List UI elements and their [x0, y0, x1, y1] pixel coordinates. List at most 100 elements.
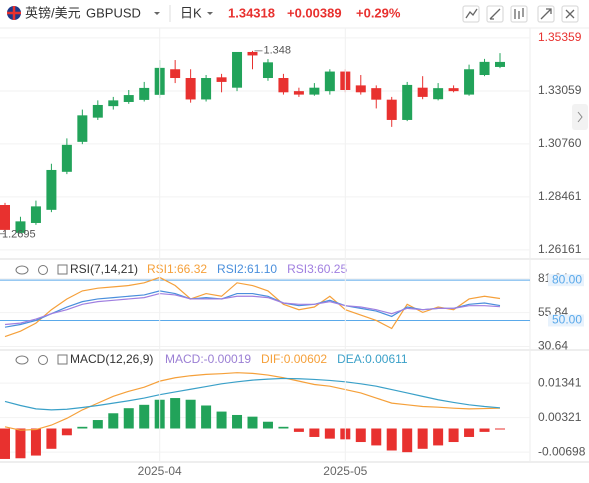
- candle-body: [185, 78, 196, 100]
- candle-body: [371, 88, 382, 100]
- y-tick-label: -0.00698: [538, 444, 586, 458]
- dropdown-arrow[interactable]: [207, 12, 213, 15]
- tool-icon: [540, 8, 552, 20]
- histogram-bar: [262, 421, 273, 429]
- tool-icon: [514, 8, 524, 19]
- histogram-bar: [108, 413, 119, 429]
- candle-body: [108, 100, 119, 107]
- histogram-bar: [495, 428, 505, 430]
- pair-name: 英镑/美元: [25, 5, 81, 20]
- histogram-bar: [324, 428, 335, 439]
- indicator-icon: [57, 264, 68, 275]
- histogram-bar: [216, 411, 227, 429]
- candle-body: [170, 69, 181, 79]
- candle-body: [30, 206, 41, 223]
- histogram-bar: [170, 398, 181, 429]
- candle-body: [15, 221, 26, 233]
- histogram-bar: [293, 428, 304, 432]
- histogram-bar: [15, 428, 26, 459]
- candle-body: [0, 204, 10, 230]
- candle-body: [417, 87, 428, 97]
- histogram-bar: [417, 428, 428, 449]
- legend-entry: DIF:0.00602: [261, 352, 327, 366]
- candle-body: [77, 115, 88, 142]
- tool-button[interactable]: [486, 5, 504, 23]
- candle-body: [386, 99, 397, 120]
- candle-body: [355, 85, 366, 93]
- histogram-bar: [247, 416, 258, 429]
- y-tick-label: 1.30760: [538, 136, 582, 150]
- tool-button[interactable]: [561, 5, 579, 23]
- dropdown-arrow[interactable]: [154, 12, 160, 15]
- histogram-bar: [278, 426, 289, 429]
- toolbar: [462, 5, 579, 23]
- candle-body: [309, 87, 320, 95]
- level-label-box: [548, 314, 584, 327]
- symbol[interactable]: GBPUSD: [86, 5, 141, 20]
- histogram-bar: [61, 428, 72, 436]
- histogram-bar: [232, 414, 243, 429]
- indicator-icon: [57, 354, 68, 365]
- legend-entry: RSI3:60.25: [287, 262, 347, 276]
- histogram-bar: [46, 428, 57, 449]
- level-label: 50.00: [552, 313, 582, 327]
- period[interactable]: 日K: [180, 5, 202, 20]
- y-tick-label: 1.26161: [538, 242, 582, 256]
- eye-icon[interactable]: [15, 355, 29, 365]
- candle-body: [448, 88, 459, 92]
- candle-body: [92, 104, 103, 118]
- macd-title: MACD(12,26,9): [70, 352, 153, 366]
- histogram-bar: [123, 408, 134, 429]
- side-button[interactable]: [572, 104, 588, 130]
- y-tick-label: 30.64: [538, 339, 568, 353]
- price-change: +0.00389: [287, 5, 342, 20]
- histogram-bar: [185, 399, 196, 429]
- histogram-bar: [433, 428, 444, 446]
- histogram-bar: [386, 428, 397, 451]
- candle-body: [433, 88, 444, 100]
- x-tick-label: 2025-05: [323, 464, 367, 478]
- candle-body: [324, 71, 335, 92]
- candle-body: [232, 51, 243, 88]
- histogram-bar: [479, 428, 490, 432]
- legend-entry: MACD:-0.00019: [165, 352, 251, 366]
- y-tick-label: 0.01341: [538, 375, 582, 389]
- histogram-bar: [201, 405, 212, 429]
- side-arrow: [577, 111, 583, 123]
- histogram-bar: [139, 404, 150, 429]
- low-annotation: 1.2695: [2, 229, 36, 241]
- tool-button[interactable]: [510, 5, 528, 23]
- tool-icon: [489, 8, 501, 20]
- candle-body: [123, 95, 134, 102]
- last-price: 1.34318: [228, 5, 275, 20]
- line-series: [4, 372, 501, 431]
- line-series: [4, 377, 501, 411]
- histogram-bar: [77, 426, 88, 429]
- gear-icon[interactable]: [38, 265, 48, 275]
- eye-icon[interactable]: [15, 265, 29, 275]
- gear-icon[interactable]: [38, 355, 48, 365]
- candle-body: [46, 169, 57, 210]
- flag-cross: [7, 6, 21, 20]
- histogram-bar: [448, 428, 459, 443]
- candle-body: [201, 78, 212, 100]
- candle-body: [61, 144, 72, 172]
- legend-entry: RSI2:61.10: [217, 262, 277, 276]
- tool-icon: [565, 9, 575, 19]
- tool-button[interactable]: [537, 5, 555, 23]
- histogram-bar: [30, 428, 41, 456]
- histogram-bar: [0, 428, 10, 459]
- rsi-title: RSI(7,14,21): [70, 262, 138, 276]
- tool-button[interactable]: [462, 5, 480, 23]
- y-tick-label: 1.28461: [538, 189, 582, 203]
- level-label-box: [548, 274, 584, 287]
- tool-icon: [465, 8, 478, 19]
- x-tick-label: 2025-04: [138, 464, 182, 478]
- level-label: 80.00: [552, 272, 582, 286]
- y-tick-label: 0.00321: [538, 410, 582, 424]
- histogram-bar: [309, 428, 320, 437]
- candle-body: [262, 62, 273, 79]
- line-series: [4, 292, 501, 326]
